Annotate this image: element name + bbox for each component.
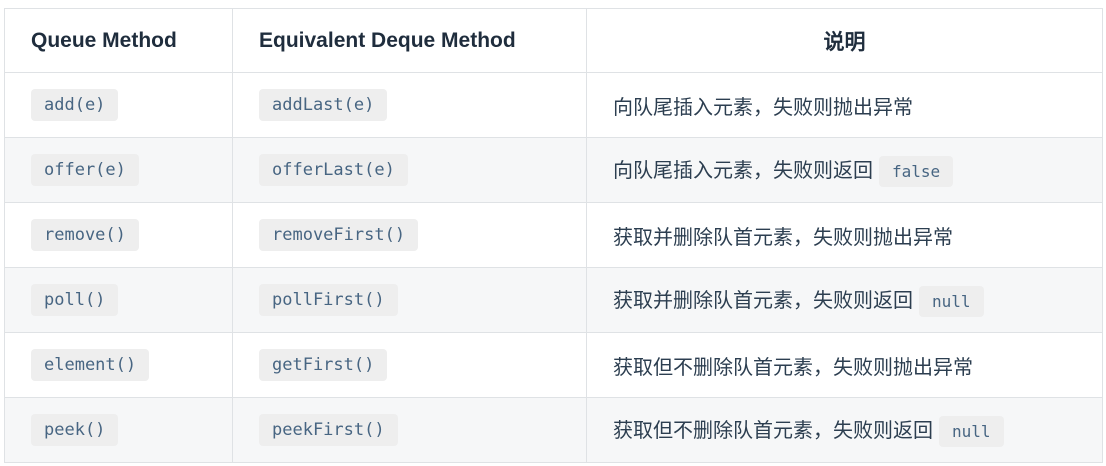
table-row: peek() peekFirst() 获取但不删除队首元素，失败则返回 null [4, 397, 1103, 463]
inline-code: remove() [31, 219, 139, 251]
description-cell: 获取并删除队首元素，失败则返回 null [586, 267, 1103, 333]
deque-method-cell: addLast(e) [232, 72, 587, 138]
description-cell: 向队尾插入元素，失败则抛出异常 [586, 72, 1103, 138]
header-queue-method: Queue Method [4, 8, 233, 73]
inline-code: poll() [31, 284, 119, 316]
description-cell: 获取但不删除队首元素，失败则返回 null [586, 397, 1103, 463]
inline-code: getFirst() [259, 349, 388, 381]
queue-method-cell: peek() [4, 397, 233, 463]
header-deque-method: Equivalent Deque Method [232, 8, 587, 73]
inline-code: peek() [31, 414, 119, 446]
header-row: Queue Method Equivalent Deque Method 说明 [4, 8, 1103, 73]
inline-code: addLast(e) [259, 89, 388, 121]
deque-method-cell: removeFirst() [232, 202, 587, 268]
header-description: 说明 [586, 8, 1103, 73]
description-cell: 获取但不删除队首元素，失败则抛出异常 [586, 332, 1103, 398]
queue-method-cell: offer(e) [4, 137, 233, 203]
inline-code: add(e) [31, 89, 119, 121]
queue-method-cell: add(e) [4, 72, 233, 138]
inline-code: removeFirst() [259, 219, 419, 251]
queue-method-cell: element() [4, 332, 233, 398]
table-row: remove() removeFirst() 获取并删除队首元素，失败则抛出异常 [4, 202, 1103, 268]
deque-method-cell: getFirst() [232, 332, 587, 398]
inline-code: offer(e) [31, 154, 139, 186]
description-text: 向队尾插入元素，失败则返回 [613, 159, 873, 182]
inline-code: offerLast(e) [259, 154, 408, 186]
queue-method-cell: poll() [4, 267, 233, 333]
description-text: 获取并删除队首元素，失败则抛出异常 [613, 226, 953, 249]
queue-deque-method-table: Queue Method Equivalent Deque Method 说明 … [4, 8, 1103, 463]
inline-code: peekFirst() [259, 414, 398, 446]
description-cell: 获取并删除队首元素，失败则抛出异常 [586, 202, 1103, 268]
inline-code: false [879, 155, 954, 187]
inline-code: pollFirst() [259, 284, 398, 316]
deque-method-cell: offerLast(e) [232, 137, 587, 203]
table-row: offer(e) offerLast(e) 向队尾插入元素，失败则返回 false [4, 137, 1103, 203]
deque-method-cell: pollFirst() [232, 267, 587, 333]
description-text: 向队尾插入元素，失败则抛出异常 [613, 96, 913, 119]
table-row: add(e) addLast(e) 向队尾插入元素，失败则抛出异常 [4, 72, 1103, 138]
description-cell: 向队尾插入元素，失败则返回 false [586, 137, 1103, 203]
description-text: 获取但不删除队首元素，失败则返回 [613, 419, 933, 442]
deque-method-cell: peekFirst() [232, 397, 587, 463]
inline-code: null [939, 415, 1004, 447]
table-row: element() getFirst() 获取但不删除队首元素，失败则抛出异常 [4, 332, 1103, 398]
queue-method-cell: remove() [4, 202, 233, 268]
inline-code: null [919, 285, 984, 317]
description-text: 获取并删除队首元素，失败则返回 [613, 289, 913, 312]
inline-code: element() [31, 349, 150, 381]
description-text: 获取但不删除队首元素，失败则抛出异常 [613, 356, 973, 379]
table-row: poll() pollFirst() 获取并删除队首元素，失败则返回 null [4, 267, 1103, 333]
